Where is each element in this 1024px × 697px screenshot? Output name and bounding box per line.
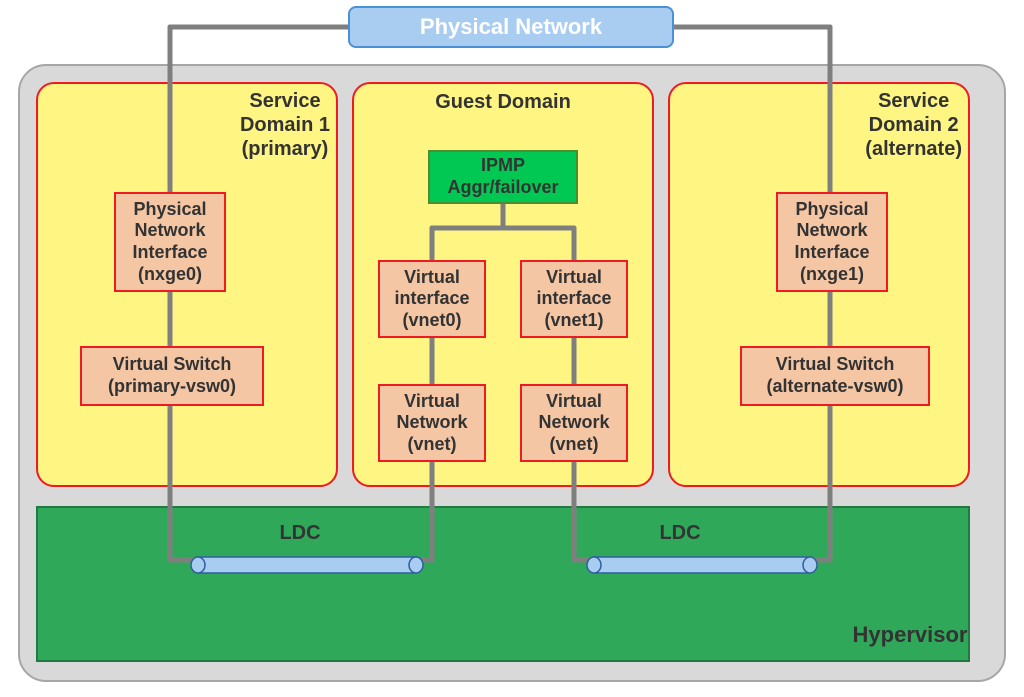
hypervisor-label: Hypervisor	[840, 620, 980, 650]
ldc-cylinders-layer	[0, 0, 1024, 697]
ldc-label-2: LDC	[640, 520, 720, 546]
ldc-label-1: LDC	[260, 520, 340, 546]
